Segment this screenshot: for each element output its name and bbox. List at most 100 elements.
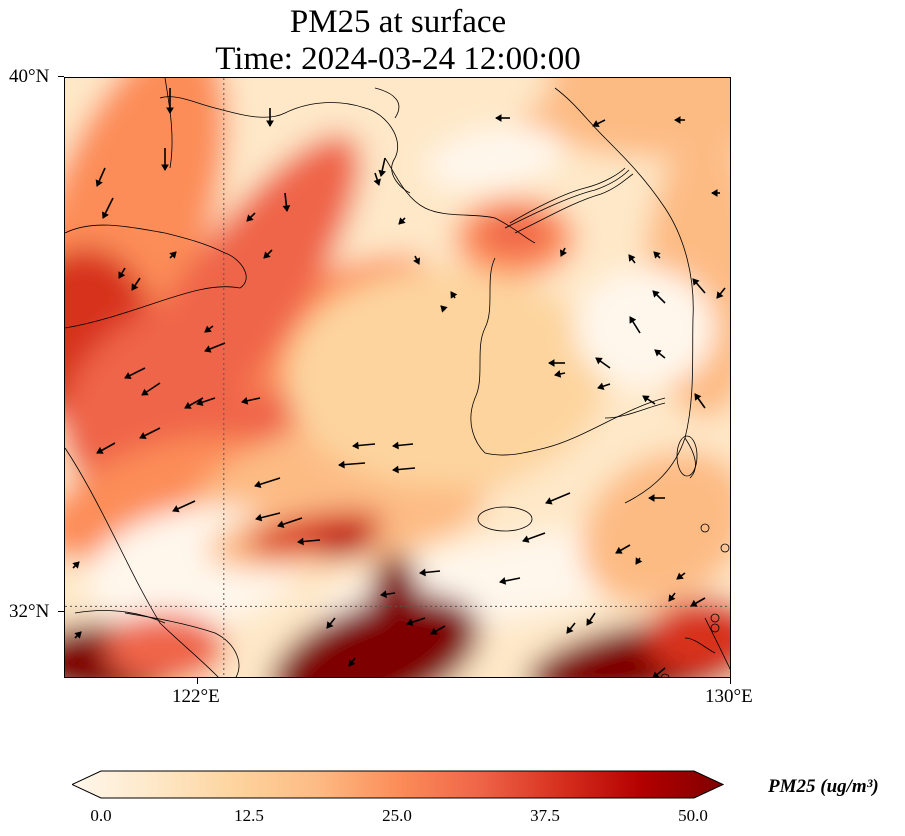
wind-arrowhead (348, 659, 356, 667)
wind-arrowhead (241, 397, 249, 405)
coastline (484, 397, 666, 456)
wind-arrowhead (652, 671, 660, 677)
map-panel (64, 77, 731, 678)
coastline (65, 224, 247, 329)
wind-arrowhead (74, 631, 82, 639)
lat-tick-mark (58, 611, 64, 612)
wind-arrowhead (522, 535, 530, 543)
wind-arrowhead (131, 283, 139, 291)
coastline (509, 167, 626, 224)
coastline (159, 96, 411, 194)
wind-arrowhead (419, 568, 426, 577)
wind-arrowhead (413, 257, 421, 265)
lon-tick-label-122: 122°E (172, 686, 220, 707)
wind-arrowhead (597, 382, 605, 390)
wind-arrowhead (548, 359, 555, 367)
colorbar (72, 770, 724, 799)
wind-arrowhead (694, 393, 702, 401)
coastline (684, 437, 696, 479)
lat-tick-label-40: 40°N (9, 66, 50, 87)
wind-arrowhead (629, 316, 637, 324)
map-title: PM25 at surface (289, 4, 507, 40)
coastline (684, 637, 716, 654)
wind-arrowhead (430, 627, 438, 635)
wind-arrowhead (495, 114, 502, 122)
coastline (470, 257, 496, 454)
coastline (514, 173, 634, 234)
coastlines (65, 78, 730, 677)
coastline (65, 447, 219, 677)
wind-arrowhead (184, 401, 192, 409)
wind-arrowhead (255, 513, 263, 522)
wind-arrowhead (615, 546, 623, 554)
colorbar-tick-label: 0.0 (90, 806, 112, 825)
wind-arrowhead (282, 205, 291, 212)
colorbar-tick-label: 50.0 (678, 806, 708, 825)
wind-arrowhead (172, 505, 180, 513)
wind-vectors (72, 88, 726, 677)
wind-arrowhead (196, 398, 204, 406)
wind-arrowhead (96, 446, 104, 454)
wind-arrowhead (380, 590, 387, 599)
wind-arrowhead (592, 120, 600, 128)
coastline (554, 87, 694, 504)
wind-arrowhead (124, 372, 132, 380)
wind-arrowhead (398, 217, 406, 225)
wind-arrowhead (674, 116, 681, 124)
wind-arrowhead (653, 251, 661, 259)
wind-arrowhead (326, 621, 334, 629)
wind-arrowhead (499, 577, 507, 585)
wind-arrowhead (139, 432, 147, 440)
wind-arrowhead (440, 305, 448, 313)
wind-arrowhead (378, 169, 386, 177)
lon-tick-mark (197, 678, 198, 684)
wind-arrowhead (642, 395, 650, 403)
map-subtitle-time: Time: 2024-03-24 12:00:00 (215, 41, 581, 77)
wind-arrowhead (392, 441, 399, 450)
coastline (74, 610, 166, 624)
wind-arrowhead (266, 120, 274, 127)
wind-arrowhead (716, 291, 724, 299)
coastline (374, 87, 400, 119)
colorbar-tick-label: 25.0 (382, 806, 412, 825)
lon-tick-mark (730, 678, 731, 684)
wind-arrowhead (406, 618, 414, 626)
wind-arrowhead (352, 441, 359, 450)
wind-arrowhead (652, 290, 660, 298)
wind-arrowhead (392, 465, 399, 474)
coastline (384, 157, 536, 244)
wind-arrowhead (141, 388, 149, 396)
wind-arrowhead (559, 249, 567, 257)
coastline (504, 169, 630, 229)
lat-tick-label-32: 32°N (9, 601, 50, 622)
wind-arrowhead (676, 572, 684, 580)
colorbar-tick-label: 37.5 (530, 806, 560, 825)
colorbar-bar (72, 770, 724, 799)
wind-arrowhead (297, 537, 304, 546)
wind-arrowhead (586, 618, 594, 626)
wind-arrowhead (204, 325, 212, 333)
wind-arrowhead (628, 254, 636, 262)
coastline (164, 78, 173, 169)
gridlines (65, 78, 730, 677)
wind-arrowhead (373, 178, 381, 186)
wind-arrowhead (648, 494, 655, 502)
wind-arrowhead (545, 497, 553, 505)
pm25-map (65, 78, 730, 677)
wind-arrowhead (450, 291, 458, 299)
coastline (604, 402, 666, 419)
wind-arrowhead (668, 594, 676, 602)
wind-arrowhead (711, 189, 718, 197)
wind-arrowhead (95, 179, 103, 187)
wind-arrowhead (169, 251, 177, 259)
wind-arrowhead (690, 599, 698, 607)
wind-arrowhead (204, 345, 212, 353)
wind-arrowhead (566, 626, 574, 634)
lat-tick-mark (58, 76, 64, 77)
wind-arrowhead (595, 357, 603, 365)
wind-arrowhead (554, 370, 562, 378)
wind-arrowhead (338, 460, 345, 469)
wind-arrowhead (101, 211, 109, 219)
wind-arrowhead (635, 557, 643, 565)
wind-arrowhead (692, 278, 700, 286)
